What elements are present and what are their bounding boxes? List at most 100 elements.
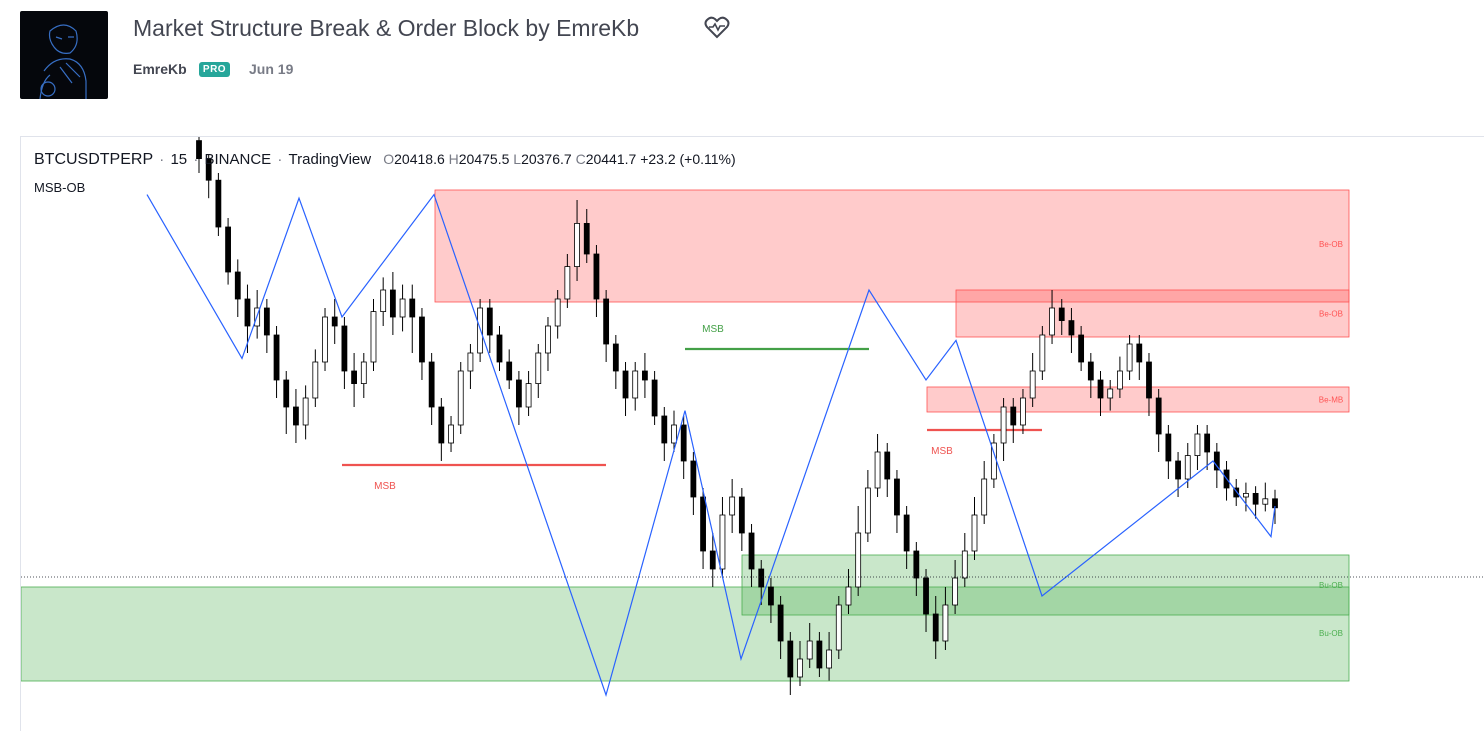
candle-body xyxy=(1078,334,1085,363)
heart-pulse-icon[interactable] xyxy=(703,15,731,41)
legend-ohlc: O20418.6 H20475.5 L20376.7 C20441.7 +23.… xyxy=(383,151,736,167)
zone-bearish-0 xyxy=(434,189,1350,303)
candle-body xyxy=(961,550,968,579)
order-block-zones: Be-OB Be-OB Be-MB Bu-OB Bu-OB xyxy=(21,189,1350,682)
candle-body xyxy=(448,424,454,444)
candle-body xyxy=(981,478,988,516)
author-name-link[interactable]: EmreKb xyxy=(133,61,187,77)
legend-symbol[interactable]: BTCUSDTPERP xyxy=(34,151,154,168)
candle-body xyxy=(884,451,891,480)
candle-body xyxy=(1252,492,1259,505)
candle-body xyxy=(205,158,212,181)
candle-body xyxy=(525,383,532,408)
candle-body xyxy=(263,307,270,336)
indicator-label[interactable]: MSB-OB xyxy=(34,180,86,195)
candle-body xyxy=(932,613,939,642)
zone-label-0: Be-OB xyxy=(1319,240,1343,249)
candle-body xyxy=(738,496,745,534)
candle-body xyxy=(680,424,687,462)
candle-body xyxy=(777,604,784,642)
candle-body xyxy=(1155,397,1162,435)
candle-body xyxy=(380,289,387,313)
candle-body xyxy=(971,514,978,552)
candle-body xyxy=(1039,334,1046,372)
idea-title: Market Structure Break & Order Block by … xyxy=(133,15,640,41)
candle-body xyxy=(700,496,706,552)
candle-body xyxy=(709,550,716,570)
candle-body xyxy=(583,223,590,255)
pro-badge: PRO xyxy=(199,62,230,77)
candle-body xyxy=(729,496,736,516)
candle-body xyxy=(215,179,222,228)
candle-body xyxy=(1175,460,1181,480)
candle-body xyxy=(486,307,493,336)
candle-body xyxy=(855,532,862,588)
candle-body xyxy=(1136,343,1143,363)
candle-body xyxy=(1262,498,1269,505)
candle-body xyxy=(564,266,571,300)
candle-body xyxy=(535,352,542,385)
candle-body xyxy=(923,577,929,615)
candle-body xyxy=(826,649,832,669)
candle-body xyxy=(1146,361,1152,399)
candle-body xyxy=(273,334,280,381)
candle-body xyxy=(370,311,377,363)
chart-panel[interactable]: Be-OB Be-OB Be-MB Bu-OB Bu-OB MSB MSB MSB BTCU… xyxy=(20,136,1484,731)
idea-header: Market Structure Break & Order Block by … xyxy=(0,0,1484,115)
candle-body xyxy=(399,298,406,318)
candle-body xyxy=(787,640,794,678)
candle-body xyxy=(845,586,852,606)
zone-bearish-1 xyxy=(955,289,1350,338)
candle-body xyxy=(942,604,949,642)
candle-body xyxy=(1097,379,1104,399)
candle-body xyxy=(864,487,871,534)
legend-exchange: BINANCE xyxy=(204,151,272,168)
legend-close: 20441.7 xyxy=(585,151,637,167)
candle-body xyxy=(302,397,309,426)
candle-body xyxy=(312,361,319,399)
candle-body xyxy=(467,352,474,372)
zigzag-polyline xyxy=(146,193,1276,698)
candle-body xyxy=(293,406,299,426)
candle-body xyxy=(671,424,677,444)
candle-body xyxy=(283,379,290,408)
zone-label-1: Be-OB xyxy=(1319,310,1343,319)
candle-body xyxy=(409,298,416,318)
zigzag-line xyxy=(146,193,1276,698)
candle-body xyxy=(419,316,425,363)
candle-body xyxy=(1213,451,1220,471)
candle-body xyxy=(1194,433,1201,457)
legend-open: 20418.6 xyxy=(394,151,445,167)
candle-body xyxy=(651,379,658,417)
candle-body xyxy=(593,253,600,300)
candle-body xyxy=(1020,397,1026,426)
chart-legend: BTCUSDTPERP · 15 · BINANCE · TradingView… xyxy=(34,151,736,168)
zone-label-3: Bu-OB xyxy=(1319,581,1343,590)
avatar-illustration-icon xyxy=(39,24,87,99)
candle-body xyxy=(506,361,513,381)
candle-body xyxy=(438,406,445,444)
candle-body xyxy=(545,325,551,354)
candle-body xyxy=(1068,320,1075,336)
candle-body xyxy=(234,271,241,300)
candle-body xyxy=(768,586,774,606)
candle-body xyxy=(816,640,823,669)
legend-source: TradingView xyxy=(288,151,372,168)
candle-body xyxy=(1058,307,1065,322)
candle-body xyxy=(1184,455,1191,480)
candle-body xyxy=(622,370,629,399)
candle-body xyxy=(515,379,522,408)
candle-body xyxy=(1204,433,1211,453)
candle-body xyxy=(196,140,202,159)
candle-body xyxy=(1117,370,1123,390)
candle-body xyxy=(661,415,668,444)
zone-bullish-3 xyxy=(741,554,1350,616)
legend-high: 20475.5 xyxy=(458,151,510,167)
candle-body xyxy=(574,223,580,268)
legend-interval: 15 xyxy=(170,151,188,168)
msb-label-2: MSB xyxy=(931,446,953,457)
author-avatar[interactable] xyxy=(20,11,108,99)
candle-body xyxy=(554,298,561,327)
candle-body xyxy=(331,316,338,327)
candle-body xyxy=(719,514,726,570)
